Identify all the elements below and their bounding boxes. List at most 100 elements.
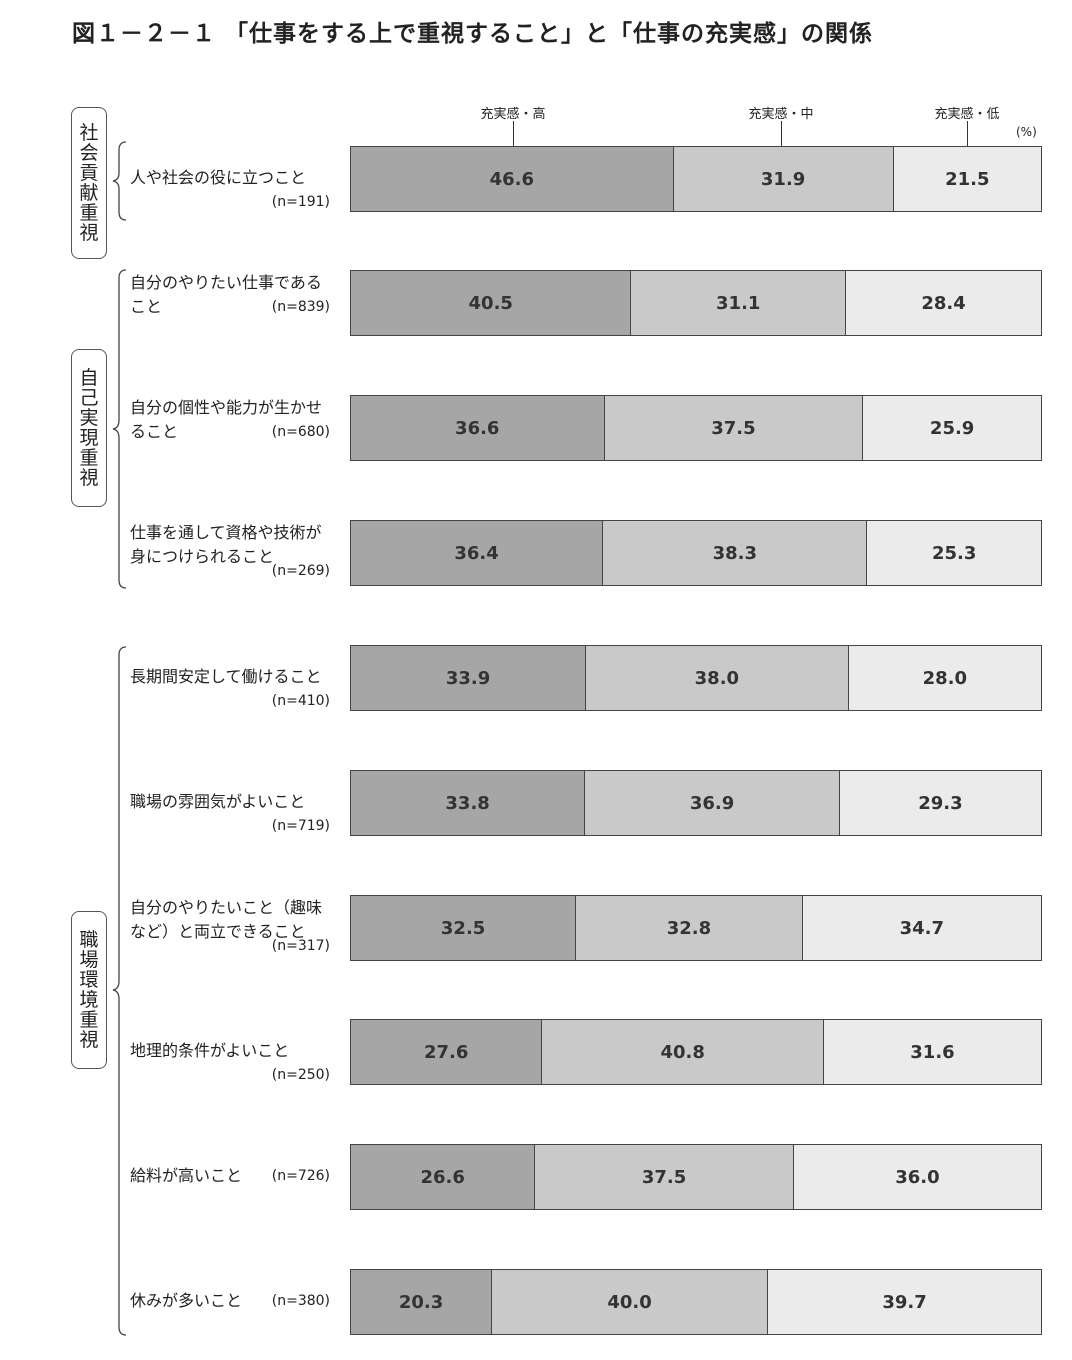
- segment-high: 36.4: [351, 521, 603, 585]
- row-label-line2: ること: [130, 422, 179, 441]
- row-sample-size: (n=191): [271, 194, 330, 210]
- segment-low: 28.0: [847, 646, 1041, 710]
- segment-high: 40.5: [351, 271, 631, 335]
- segment-value-label: 33.9: [445, 667, 491, 689]
- group-label-char: 視: [79, 1029, 99, 1051]
- segment-mid: 38.0: [585, 646, 848, 710]
- segment-value-label: 37.5: [711, 417, 756, 439]
- legend-low-pointer: [967, 121, 968, 161]
- row-label-line1: 人や社会の役に立つこと: [130, 168, 307, 187]
- stacked-bar: 40.5 31.1 28.4: [350, 270, 1042, 336]
- segment-mid: 40.8: [541, 1020, 823, 1084]
- row-label-line1: 長期間安定して働けること: [130, 667, 322, 686]
- segment-value-label: 34.7: [899, 917, 944, 939]
- row-label: 地理的条件がよいこと (n=250): [130, 1039, 342, 1095]
- group-label-char: 境: [79, 989, 99, 1011]
- row-label-line1: 自分の個性や能力が生かせ: [130, 398, 323, 417]
- row-label: 休みが多いこと (n=380): [130, 1289, 342, 1345]
- row-label: 自分の個性や能力が生かせ ること (n=680): [130, 396, 342, 452]
- row-label-line1: 地理的条件がよいこと: [130, 1041, 290, 1060]
- row-sample-size: (n=839): [271, 299, 330, 315]
- segment-value-label: 33.8: [445, 792, 490, 814]
- segment-value-label: 36.4: [454, 542, 499, 564]
- segment-high: 20.3: [351, 1270, 492, 1334]
- segment-high: 46.6: [351, 147, 673, 211]
- segment-value-label: 36.6: [455, 417, 500, 439]
- segment-low: 29.3: [838, 771, 1041, 835]
- row-sample-size: (n=680): [271, 424, 330, 440]
- segment-value-label: 31.1: [716, 292, 761, 314]
- group-label-char: 職: [79, 929, 99, 951]
- segment-value-label: 46.6: [489, 168, 534, 190]
- row-label-line2: など）と両立できること: [130, 922, 306, 941]
- segment-high: 27.6: [351, 1020, 542, 1084]
- group-label-char: 視: [79, 222, 99, 244]
- segment-low: 34.7: [801, 896, 1041, 960]
- segment-high: 32.5: [351, 896, 576, 960]
- group-label-char: 自: [79, 367, 99, 389]
- row-label-line1: 職場の雰囲気がよいこと: [130, 792, 306, 811]
- group-label-char: 重: [79, 1009, 99, 1031]
- segment-high: 33.8: [351, 771, 585, 835]
- row-label-line1: 自分のやりたいこと（趣味: [130, 898, 323, 917]
- segment-value-label: 32.5: [440, 917, 486, 939]
- row-label: 自分のやりたい仕事である こと (n=839): [130, 271, 342, 327]
- group-label-char: 重: [79, 202, 99, 224]
- segment-value-label: 36.0: [895, 1166, 940, 1188]
- group-label-char: 貢: [79, 162, 99, 184]
- segment-mid: 37.5: [534, 1145, 793, 1209]
- segment-low: 25.9: [862, 396, 1041, 460]
- stacked-bar: 46.6 31.9 21.5: [350, 146, 1042, 212]
- segment-mid: 31.9: [672, 147, 893, 211]
- segment-value-label: 25.3: [932, 542, 977, 564]
- segment-value-label: 29.3: [918, 792, 963, 814]
- stacked-bar: 32.5 32.8 34.7: [350, 895, 1042, 961]
- stacked-bar: 36.6 37.5 25.9: [350, 395, 1042, 461]
- segment-mid: 31.1: [630, 271, 846, 335]
- row-sample-size: (n=380): [271, 1293, 330, 1309]
- group-label-char: 社: [79, 122, 99, 144]
- group-label-char: 視: [79, 467, 99, 489]
- segment-low: 28.4: [845, 271, 1041, 335]
- group-bracket-self: [112, 269, 127, 589]
- segment-value-label: 38.0: [694, 667, 740, 689]
- row-label-line1: 給料が高いこと: [130, 1166, 243, 1185]
- row-label-line1: 休みが多いこと: [130, 1291, 243, 1310]
- row-label-line1: 自分のやりたい仕事である: [130, 273, 322, 292]
- group-label-social-contribution: 社会貢献重視: [71, 107, 107, 259]
- row-label: 自分のやりたいこと（趣味 など）と両立できること (n=317): [130, 896, 342, 954]
- row-label-line2: 身につけられること: [130, 547, 275, 566]
- stacked-bar: 20.3 40.0 39.7: [350, 1269, 1042, 1335]
- group-label-char: 実: [79, 407, 99, 429]
- segment-value-label: 28.0: [922, 667, 968, 689]
- segment-value-label: 40.5: [468, 292, 513, 314]
- segment-mid: 38.3: [602, 521, 867, 585]
- group-bracket-workplace: [112, 646, 127, 1336]
- stacked-bar: 33.8 36.9 29.3: [350, 770, 1042, 836]
- group-label-char: 重: [79, 447, 99, 469]
- stacked-bar: 27.6 40.8 31.6: [350, 1019, 1042, 1085]
- row-sample-size: (n=317): [271, 938, 330, 954]
- segment-value-label: 38.3: [712, 542, 757, 564]
- segment-value-label: 21.5: [945, 168, 990, 190]
- legend-low-label: 充実感・低: [934, 107, 1000, 122]
- segment-value-label: 20.3: [398, 1291, 444, 1313]
- row-label: 長期間安定して働けること (n=410): [130, 665, 342, 721]
- segment-value-label: 40.8: [660, 1041, 705, 1063]
- legend-high-pointer: [513, 121, 514, 161]
- segment-value-label: 39.7: [882, 1291, 927, 1313]
- legend-high-label: 充実感・高: [480, 107, 546, 122]
- segment-mid: 40.0: [491, 1270, 768, 1334]
- segment-value-label: 26.6: [420, 1166, 465, 1188]
- group-bracket-social: [112, 141, 127, 221]
- segment-value-label: 25.9: [929, 417, 975, 439]
- row-sample-size: (n=269): [271, 563, 330, 579]
- segment-value-label: 37.5: [641, 1166, 687, 1188]
- segment-value-label: 31.9: [760, 168, 806, 190]
- legend-mid-pointer: [781, 121, 782, 161]
- stacked-bar: 26.6 37.5 36.0: [350, 1144, 1042, 1210]
- segment-low: 25.3: [866, 521, 1041, 585]
- group-label-char: 献: [79, 182, 99, 204]
- segment-low: 36.0: [792, 1145, 1041, 1209]
- group-label-char: 己: [79, 387, 99, 409]
